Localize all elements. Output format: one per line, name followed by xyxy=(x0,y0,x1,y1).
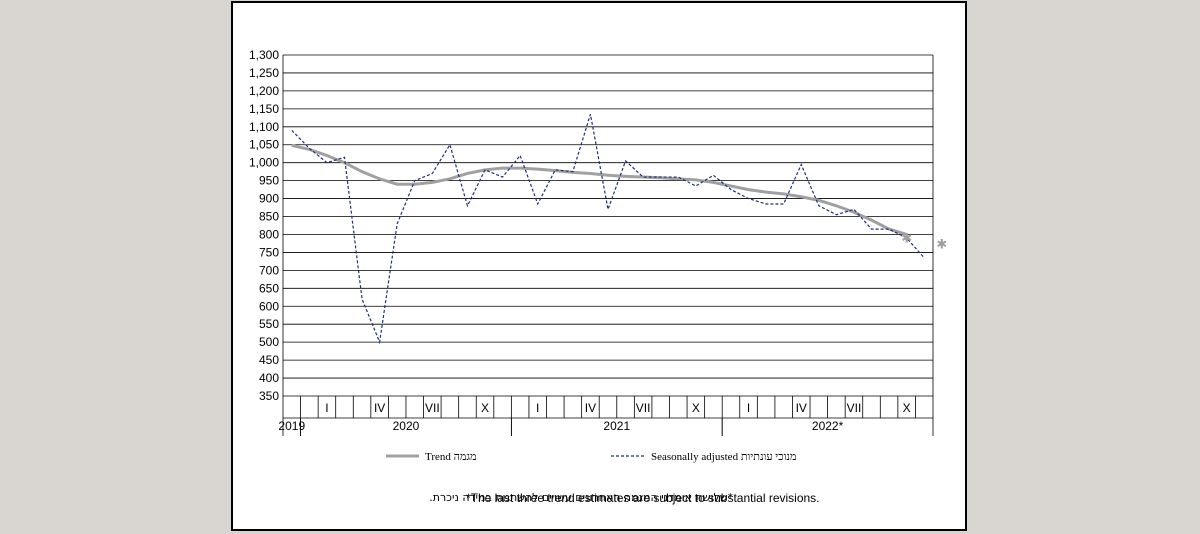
trend-estimate-marker: ✱ xyxy=(936,237,947,252)
footnote-hebrew: *שלושת אומדני המגמה האחרונים עשויים להשת… xyxy=(429,491,733,504)
month-label: I xyxy=(747,401,750,415)
y-tick-label: 550 xyxy=(259,317,279,331)
y-tick-label: 1,300 xyxy=(249,48,279,62)
y-tick-label: 700 xyxy=(259,263,279,277)
month-label: I xyxy=(325,401,328,415)
footnote-english: *The last three trend estimates are subj… xyxy=(466,491,820,505)
year-label: 2020 xyxy=(393,419,420,433)
trend-line xyxy=(291,143,908,236)
y-tick-label: 1,050 xyxy=(249,138,279,152)
month-label: IV xyxy=(585,401,596,415)
y-tick-label: 1,150 xyxy=(249,102,279,116)
year-label: 2022* xyxy=(812,419,844,433)
y-tick-label: 400 xyxy=(259,371,279,385)
chart-frame: 350 400 450 500 550 600 650 700 750 800 850 900 950 1… xyxy=(231,1,967,531)
legend-trend-label: Trend מגמה xyxy=(425,451,477,463)
y-tick-label: 500 xyxy=(259,335,279,349)
y-tick-label: 600 xyxy=(259,299,279,313)
y-tick-label: 950 xyxy=(259,174,279,188)
y-tick-label: 350 xyxy=(259,389,279,403)
y-tick-label: 800 xyxy=(259,227,279,241)
month-label: X xyxy=(903,401,911,415)
month-label: IV xyxy=(374,401,385,415)
y-tick-label: 750 xyxy=(259,245,279,259)
trend-estimate-marker: ✱ xyxy=(901,231,912,246)
year-label: 2019 xyxy=(278,419,305,433)
year-label: 2021 xyxy=(603,419,630,433)
month-label: VII xyxy=(847,401,862,415)
seasonally-adjusted-line xyxy=(291,114,925,345)
month-label: IV xyxy=(796,401,807,415)
y-tick-label: 650 xyxy=(259,281,279,295)
line-chart: 350 400 450 500 550 600 650 700 750 800 850 900 950 1… xyxy=(249,48,947,463)
y-tick-label: 1,250 xyxy=(249,66,279,80)
y-tick-label: 1,000 xyxy=(249,156,279,170)
y-tick-label: 850 xyxy=(259,210,279,224)
y-tick-label: 900 xyxy=(259,192,279,206)
month-label: X xyxy=(481,401,489,415)
y-tick-label: 450 xyxy=(259,353,279,367)
month-label: VII xyxy=(636,401,651,415)
month-label: VII xyxy=(425,401,440,415)
month-label: X xyxy=(692,401,700,415)
month-label: I xyxy=(536,401,539,415)
y-tick-label: 1,200 xyxy=(249,84,279,98)
legend-seasonal-label: Seasonally adjusted מנוכי עונתיות xyxy=(651,451,796,463)
y-tick-label: 1,100 xyxy=(249,120,279,134)
